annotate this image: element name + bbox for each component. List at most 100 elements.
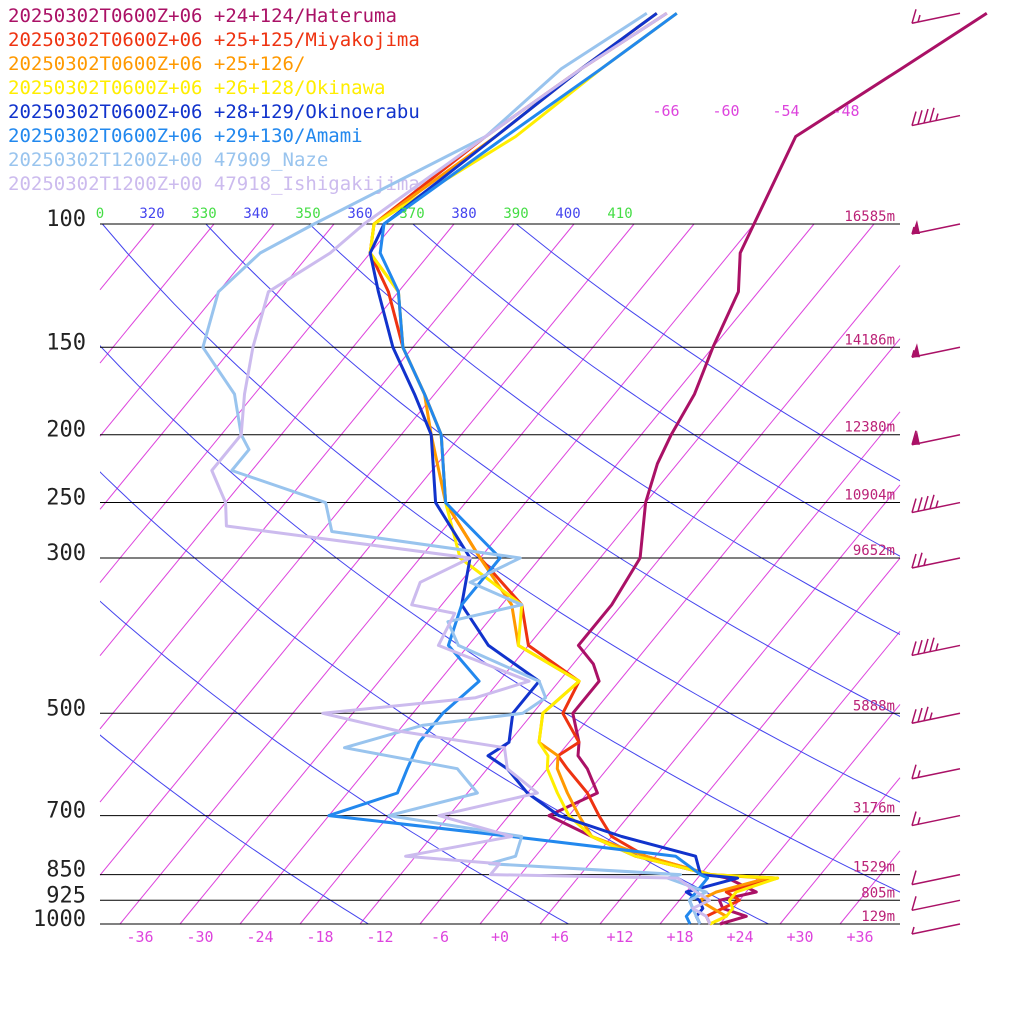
temperature-tick-label: -30: [186, 928, 213, 946]
height-label: 1529m: [853, 860, 895, 876]
temperature-tick-label: -12: [366, 928, 393, 946]
wind-barb: [911, 637, 961, 657]
isotherm-line: [99, 223, 395, 583]
dry-adiabat-line: [516, 224, 900, 482]
wind-barb: [911, 923, 961, 935]
dry-adiabat-line: [100, 734, 370, 924]
sounding-line: [547, 12, 988, 926]
isotherm-label: -54: [772, 102, 799, 120]
dry-adiabat-line: [102, 224, 900, 803]
legend-entry: 20250302T0600Z+06 +28+129/Okinoerabu: [8, 101, 420, 123]
sounding-line: [327, 12, 710, 925]
theta-label: 350: [295, 206, 320, 222]
dry-adiabat-line: [309, 224, 900, 636]
wind-barb: [911, 107, 961, 127]
isotherm-label: -60: [712, 102, 739, 120]
isotherm-line: [99, 223, 275, 437]
theta-label: 340: [243, 206, 268, 222]
isotherm-line: [299, 223, 875, 925]
pressure-label: 850: [46, 858, 86, 883]
height-label: 805m: [861, 885, 895, 901]
isotherm-label: -66: [652, 102, 679, 120]
theta-label: 370: [399, 206, 424, 222]
pressure-label: 700: [46, 799, 86, 824]
dry-adiabat-line: [100, 345, 900, 893]
theta-label: 360: [347, 206, 372, 222]
wind-barb: [911, 430, 961, 446]
isotherm-line: [99, 223, 215, 364]
pressure-label: 250: [46, 486, 86, 511]
dry-adiabats: [100, 224, 900, 924]
wind-barb: [911, 896, 961, 912]
axis-labels: 100 16585m 150 14186m 200 12380m 250 10904m 300 9…: [33, 102, 895, 946]
legend-entry: 20250302T1200Z+00 47918_Ishigakijima: [8, 173, 420, 195]
sounding-line: [368, 12, 780, 925]
wind-barb: [911, 343, 961, 358]
wind-barb: [911, 494, 961, 514]
theta-label: 400: [555, 206, 580, 222]
isotherm-line: [479, 411, 901, 925]
temperature-tick-label: +12: [606, 928, 633, 946]
temperature-tick-label: +0: [491, 928, 509, 946]
height-label: 14186m: [844, 332, 895, 348]
isotherm-label: -48: [832, 102, 859, 120]
pressure-label: 200: [46, 418, 86, 443]
wind-barb: [911, 706, 961, 725]
wind-barb: [911, 220, 961, 235]
theta-label: 380: [451, 206, 476, 222]
isotherm-line: [99, 223, 155, 291]
sounding-line: [201, 12, 708, 925]
pressure-label: 1000: [33, 907, 86, 932]
isotherm-line: [239, 223, 815, 925]
sounding-line: [210, 12, 712, 925]
isotherm-line: [419, 338, 901, 925]
temperature-tick-label: +6: [551, 928, 569, 946]
height-label: 5888m: [853, 698, 895, 714]
isotherms: [99, 223, 901, 925]
height-label: 10904m: [844, 488, 895, 504]
sounding-series: [201, 12, 988, 926]
isotherm-line: [99, 223, 635, 876]
height-label: 3176m: [853, 801, 895, 817]
temperature-tick-label: +18: [666, 928, 693, 946]
temperature-tick-label: +36: [846, 928, 873, 946]
pressure-label: 100: [46, 207, 86, 232]
isotherm-line: [599, 557, 901, 925]
isotherm-line: [659, 631, 901, 925]
legend-entry: 20250302T0600Z+06 +25+126/: [8, 53, 306, 75]
wind-barb: [911, 870, 961, 886]
dry-adiabat-line: [100, 600, 570, 924]
height-label: 129m: [861, 909, 895, 925]
pressure-label: 150: [46, 330, 86, 355]
wind-barb: [911, 552, 961, 569]
legend-entry: 20250302T1200Z+00 47909_Naze: [8, 149, 329, 171]
wind-barbs: [911, 9, 961, 935]
pressure-label: 500: [46, 696, 86, 721]
temperature-tick-label: +24: [726, 928, 753, 946]
temperature-tick-label: -24: [246, 928, 273, 946]
dry-adiabat-line: [412, 224, 900, 557]
isotherm-line: [99, 223, 455, 657]
legend-entry: 20250302T0600Z+06 +25+125/Miyakojima: [8, 29, 420, 51]
legend-entry: 20250302T0600Z+06 +29+130/Amami: [8, 125, 363, 147]
temperature-tick-label: +30: [786, 928, 813, 946]
height-label: 12380m: [844, 420, 895, 436]
temperature-tick-label: -6: [431, 928, 449, 946]
wind-barb: [911, 9, 961, 25]
pressure-label: 925: [46, 883, 86, 908]
temperature-tick-label: -18: [306, 928, 333, 946]
isotherm-line: [539, 484, 901, 925]
theta-label: 410: [607, 206, 632, 222]
height-label: 16585m: [844, 209, 895, 225]
sounding-line: [368, 12, 780, 926]
theta-label: 330: [191, 206, 216, 222]
temperature-tick-label: -36: [126, 928, 153, 946]
sounding-line: [368, 12, 770, 926]
isotherm-line: [779, 777, 901, 925]
isotherm-line: [99, 223, 575, 803]
wind-barb: [911, 811, 961, 827]
isotherm-line: [839, 850, 901, 925]
dry-adiabat-line: [205, 224, 900, 717]
isobars: [100, 223, 900, 925]
